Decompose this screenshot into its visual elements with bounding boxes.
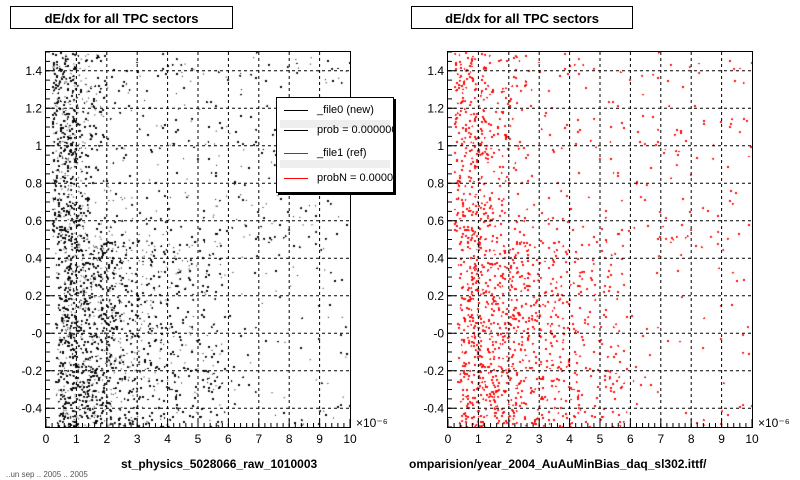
x-tick-label: 5 — [597, 432, 604, 446]
x-tick-label: 8 — [286, 432, 293, 446]
x-tick-label: 7 — [657, 432, 664, 446]
x-tick-label: 9 — [316, 432, 323, 446]
x-tick-label: 4 — [566, 432, 573, 446]
y-tick-label: 1.4 — [427, 64, 444, 78]
clipped-footer-text: ..un sep .. 2005 .. 2005 — [6, 470, 88, 479]
y-tick-label: 0.4 — [427, 251, 444, 265]
legend-entry-prob: prob = 0.000000 — [277, 121, 394, 141]
y-tick-label: 0.8 — [25, 176, 42, 190]
y-tick-label: 1 — [437, 139, 444, 153]
y-tick-label: -0.4 — [21, 401, 42, 415]
x-exponent-label: ×10⁻⁶ — [758, 416, 790, 430]
x-tick-label: 7 — [255, 432, 262, 446]
left-file-caption: st_physics_5028066_raw_1010003 — [121, 457, 318, 471]
x-tick-label: 1 — [73, 432, 80, 446]
x-tick-label: 6 — [627, 432, 634, 446]
x-tick-label: 2 — [505, 432, 512, 446]
x-tick-label: 3 — [536, 432, 543, 446]
legend-swatch — [284, 130, 308, 131]
legend-band — [280, 120, 390, 128]
y-tick-label: 0.8 — [427, 176, 444, 190]
right-chart-title: dE/dx for all TPC sectors — [411, 6, 633, 29]
legend-entry-file0: _file0 (new) — [277, 101, 393, 121]
x-tick-label: 4 — [164, 432, 171, 446]
legend-swatch — [284, 153, 308, 154]
y-tick-label: 1.4 — [25, 64, 42, 78]
y-tick-label: 0.4 — [25, 251, 42, 265]
x-tick-label: 1 — [475, 432, 482, 446]
legend-entry-probn: probN = 0.000000 — [277, 169, 394, 189]
x-exponent-label: ×10⁻⁶ — [356, 416, 388, 430]
legend-swatch — [284, 110, 308, 111]
x-tick-label: 6 — [225, 432, 232, 446]
legend-label: probN = 0.000000 — [317, 172, 394, 184]
stats-legend-box: _file0 (new) prob = 0.000000 _file1 (ref… — [276, 97, 394, 193]
x-tick-label: 9 — [718, 432, 725, 446]
x-tick-label: 2 — [103, 432, 110, 446]
y-tick-label: 0.2 — [427, 289, 444, 303]
legend-band — [280, 160, 390, 168]
y-tick-label: 1.2 — [25, 101, 42, 115]
x-tick-label: 10 — [343, 432, 357, 446]
legend-label: _file0 (new) — [317, 104, 374, 116]
x-tick-label: 3 — [134, 432, 141, 446]
legend-label: _file1 (ref) — [317, 147, 367, 159]
legend-swatch — [284, 178, 308, 179]
left-chart-title: dE/dx for all TPC sectors — [10, 6, 233, 29]
x-tick-label: 8 — [688, 432, 695, 446]
x-tick-label: 5 — [195, 432, 202, 446]
legend-label: prob = 0.000000 — [317, 124, 394, 136]
y-tick-label: -0.2 — [21, 364, 42, 378]
y-tick-label: -0.4 — [423, 401, 444, 415]
y-tick-label: -0.2 — [423, 364, 444, 378]
y-tick-label: 0.6 — [25, 214, 42, 228]
y-tick-label: 1.2 — [427, 101, 444, 115]
y-tick-label: 0.6 — [427, 214, 444, 228]
x-tick-label: 10 — [745, 432, 759, 446]
legend-entry-file1: _file1 (ref) — [277, 144, 393, 164]
y-tick-label: 0.2 — [25, 289, 42, 303]
x-tick-label: 0 — [43, 432, 50, 446]
y-tick-label: -0 — [433, 326, 444, 340]
y-tick-label: -0 — [31, 326, 42, 340]
right-file-caption: omparision/year_2004_AuAuMinBias_daq_sl3… — [409, 457, 707, 471]
y-tick-label: 1 — [35, 139, 42, 153]
x-tick-label: 0 — [445, 432, 452, 446]
